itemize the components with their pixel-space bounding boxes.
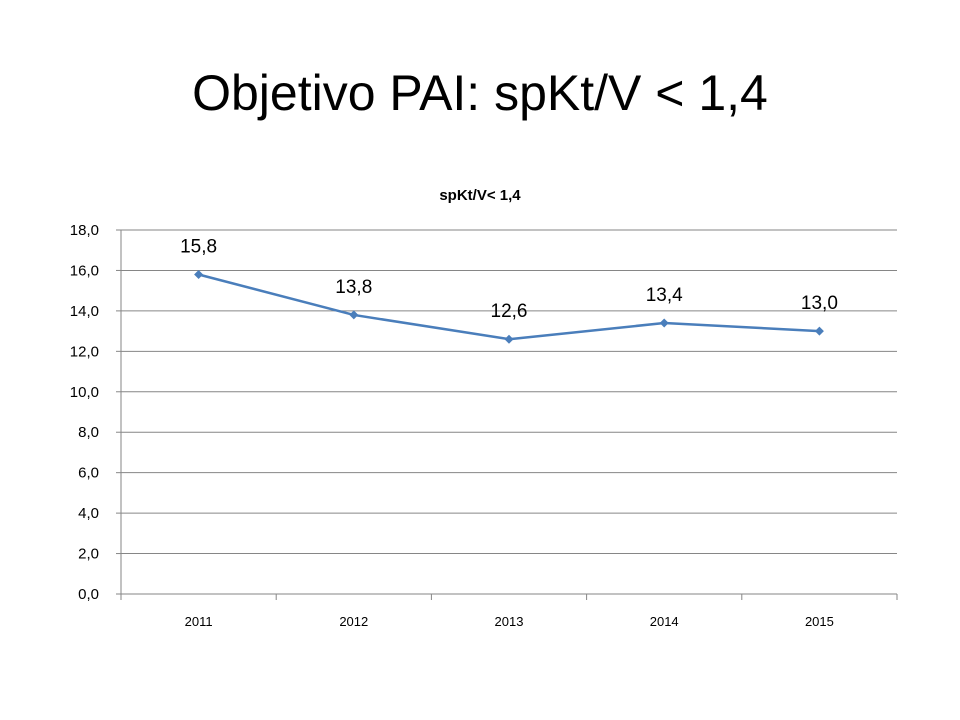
data-label: 15,8 (180, 236, 217, 257)
data-label: 13,0 (801, 293, 838, 314)
x-tick-label: 2014 (650, 614, 679, 629)
y-axis-tick-labels: 0,0 2,0 4,0 6,0 8,0 10,0 12,0 14,0 16,0 18,0 (70, 222, 99, 603)
data-point-marker (814, 326, 824, 336)
data-label: 12,6 (491, 301, 528, 322)
x-tick-label: 2011 (185, 614, 213, 629)
y-tick-label: 14,0 (70, 303, 99, 320)
x-tick-label: 2013 (495, 614, 524, 629)
x-tick-label: 2012 (339, 614, 368, 629)
y-tick-label: 8,0 (78, 424, 99, 441)
data-point-marker (194, 269, 204, 279)
x-tick-label: 2015 (805, 614, 834, 629)
x-axis-tick-labels: 2011 2012 2013 2014 2015 (185, 614, 834, 629)
data-point-marker (659, 318, 669, 328)
slide-title: Objetivo PAI: spKt/V < 1,4 (192, 65, 768, 121)
y-tick-label: 10,0 (70, 384, 99, 401)
y-tick-label: 4,0 (78, 505, 99, 522)
data-labels: 15,8 13,8 12,6 13,4 13,0 (180, 236, 838, 322)
series (194, 269, 824, 344)
data-point-marker (349, 310, 359, 320)
axes (116, 229, 898, 600)
y-tick-label: 16,0 (70, 262, 99, 279)
chart-title: spKt/V< 1,4 (439, 187, 521, 204)
gridlines (121, 229, 897, 555)
y-tick-label: 18,0 (70, 222, 99, 239)
y-tick-label: 6,0 (78, 465, 99, 482)
y-tick-label: 2,0 (78, 546, 99, 563)
data-label: 13,4 (646, 285, 683, 306)
y-tick-label: 0,0 (78, 586, 99, 603)
data-label: 13,8 (335, 277, 372, 298)
data-point-marker (504, 334, 514, 344)
y-tick-label: 12,0 (70, 343, 99, 360)
